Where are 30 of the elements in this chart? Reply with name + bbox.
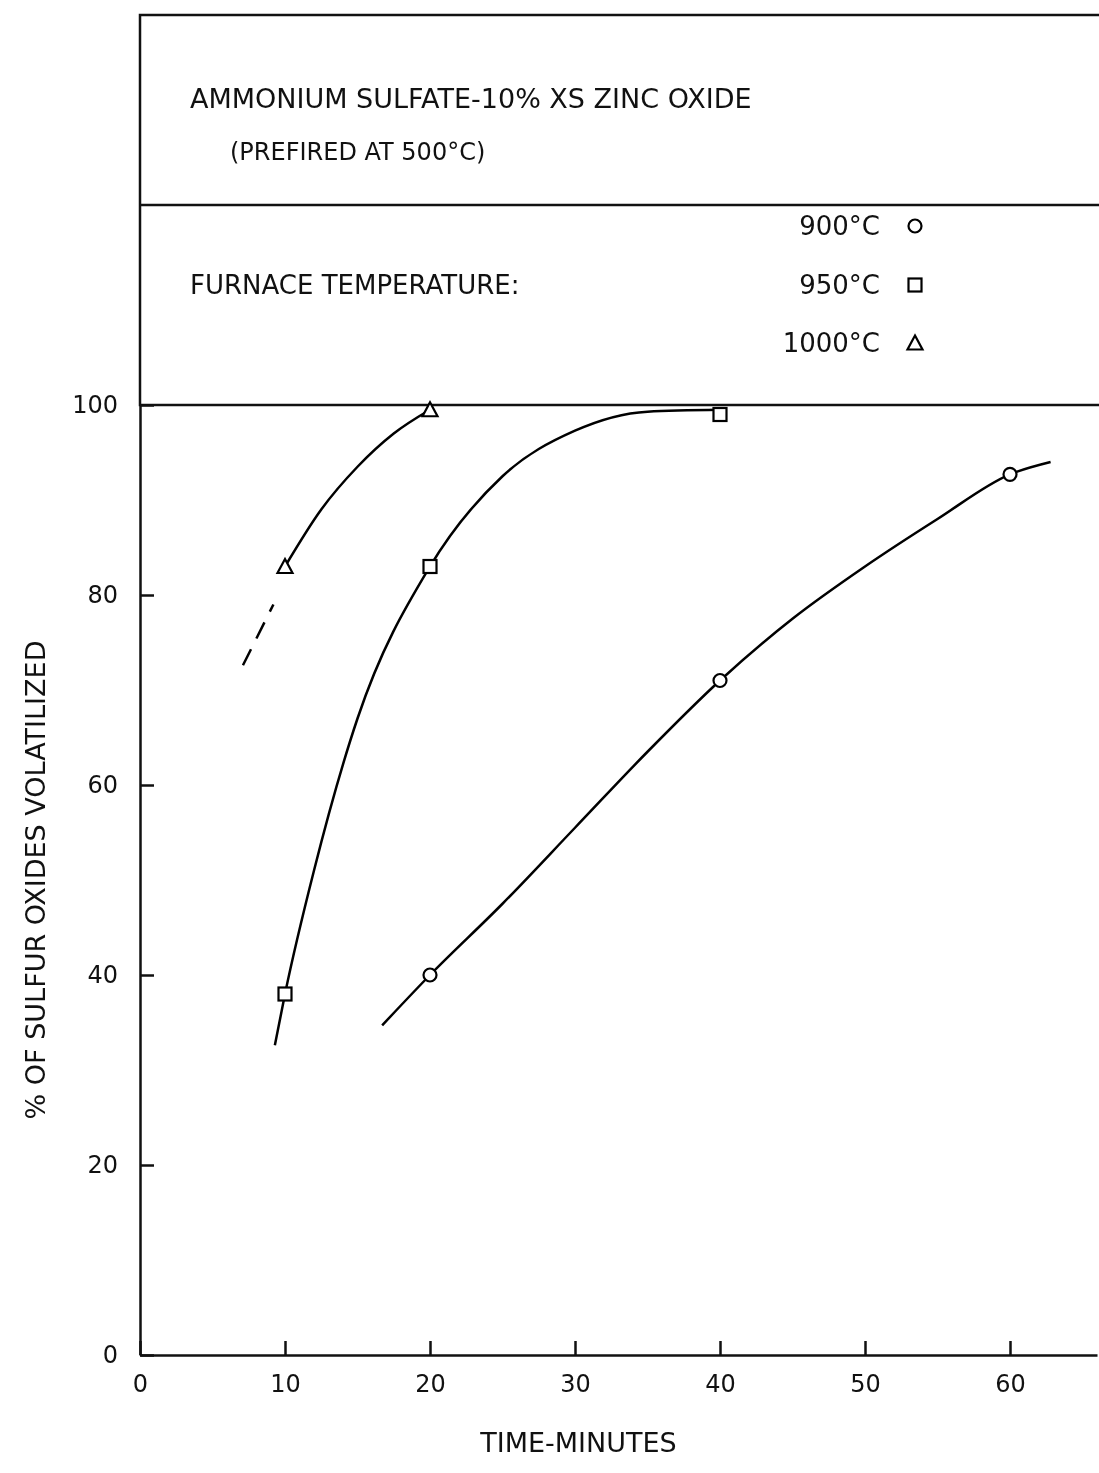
y-tick-label: 100: [72, 391, 118, 420]
x-tick-label: 0: [132, 1370, 149, 1399]
legend-label: 1000°C: [782, 328, 880, 358]
point: [421, 401, 439, 418]
point: [1002, 466, 1018, 482]
legend-label: 950°C: [799, 270, 880, 300]
point: [712, 406, 728, 423]
line-series: [380, 460, 1052, 1027]
legend-title: FURNACE TEMPERATURE:: [190, 270, 520, 300]
x-tick-label: 10: [270, 1370, 301, 1399]
x-axis-title: TIME-MINUTES: [479, 1427, 677, 1458]
x-tick-label: 50: [850, 1370, 881, 1399]
y-tick-label: 40: [87, 961, 118, 990]
point: [276, 557, 294, 575]
point: [422, 967, 438, 983]
y-tick-label: 60: [87, 771, 118, 800]
point: [712, 672, 728, 689]
y-axis-title: % OF SULFUR OXIDES VOLATILIZED: [20, 640, 51, 1120]
chart-subtitle: (PREFIRED AT 500°C): [230, 138, 486, 166]
x-tick-label: 30: [560, 1370, 591, 1399]
point: [422, 558, 438, 575]
x-tick-label: 40: [705, 1370, 736, 1399]
x-tick-label: 60: [995, 1370, 1026, 1399]
y-tick-label: 20: [87, 1151, 118, 1180]
y-tick-label: 0: [102, 1341, 118, 1370]
point: [277, 986, 293, 1002]
x-tick-label: 20: [415, 1370, 446, 1399]
y-tick-label: 80: [87, 581, 118, 610]
legend-label: 900°C: [799, 211, 880, 241]
chart-title: AMMONIUM SULFATE-10% XS ZINC OXIDE: [190, 83, 752, 114]
